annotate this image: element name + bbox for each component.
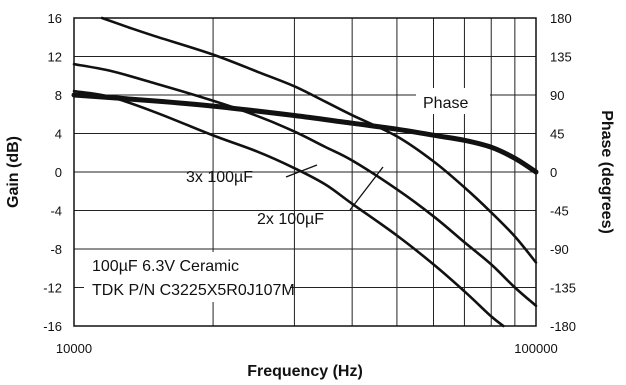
- y-right-tick-label: -180: [550, 319, 576, 334]
- y-left-tick-label: 8: [55, 88, 62, 103]
- y-right-tick-label: 180: [550, 11, 572, 26]
- y-right-tick-label: 90: [550, 88, 564, 103]
- annotation-leader-3x: [285, 164, 318, 178]
- series-label-3x: 3x 100µF: [186, 169, 253, 186]
- grid: [74, 18, 536, 326]
- series-layer: [71, 16, 539, 328]
- phase-curve: [71, 92, 539, 175]
- capacitor-note-line-1: 100µF 6.3V Ceramic: [92, 258, 239, 275]
- y-left-tick-label: -12: [43, 281, 62, 296]
- y-right-tick-label: -45: [550, 204, 569, 219]
- capacitor-note-line-2: TDK P/N C3225X5R0J107M: [92, 282, 295, 299]
- annotation-leader-2x: [349, 166, 384, 211]
- phase-label-background: [416, 88, 490, 114]
- y-left-tick-label: 12: [48, 50, 62, 65]
- y-left-tick-label: 4: [55, 127, 62, 142]
- note-background: [84, 252, 290, 302]
- x-tick-label: 100000: [514, 341, 557, 356]
- y-right-tick-label: -90: [550, 242, 569, 257]
- y-right-tick-label: 135: [550, 50, 572, 65]
- y-left-tick-label: -16: [43, 319, 62, 334]
- gain-curve-2: [72, 89, 505, 328]
- y-left-tick-label: 0: [55, 165, 62, 180]
- series-label-2x: 2x 100µF: [257, 211, 324, 228]
- gain-curve-1: [72, 62, 538, 308]
- y-right-tick-label: -135: [550, 281, 576, 296]
- gain-curve-4: [100, 16, 538, 264]
- y-left-tick-label: -8: [50, 242, 62, 257]
- y-right-tick-label: 45: [550, 127, 564, 142]
- y-right-tick-label: 0: [550, 165, 557, 180]
- y-axis-right-title: Phase (degrees): [598, 110, 615, 234]
- phase-curve-label: Phase: [423, 95, 468, 112]
- x-tick-label: 10000: [56, 341, 92, 356]
- x-axis-title: Frequency (Hz): [247, 363, 363, 380]
- y-axis-left-title: Gain (dB): [5, 136, 22, 208]
- y-left-tick-label: 16: [48, 11, 62, 26]
- tick-labels: 16 12 8 4 0 -4 -8 -12 -16 180 135 90 45 0 -45 -90 -135 -1…: [43, 11, 576, 356]
- y-left-tick-label: -4: [50, 204, 62, 219]
